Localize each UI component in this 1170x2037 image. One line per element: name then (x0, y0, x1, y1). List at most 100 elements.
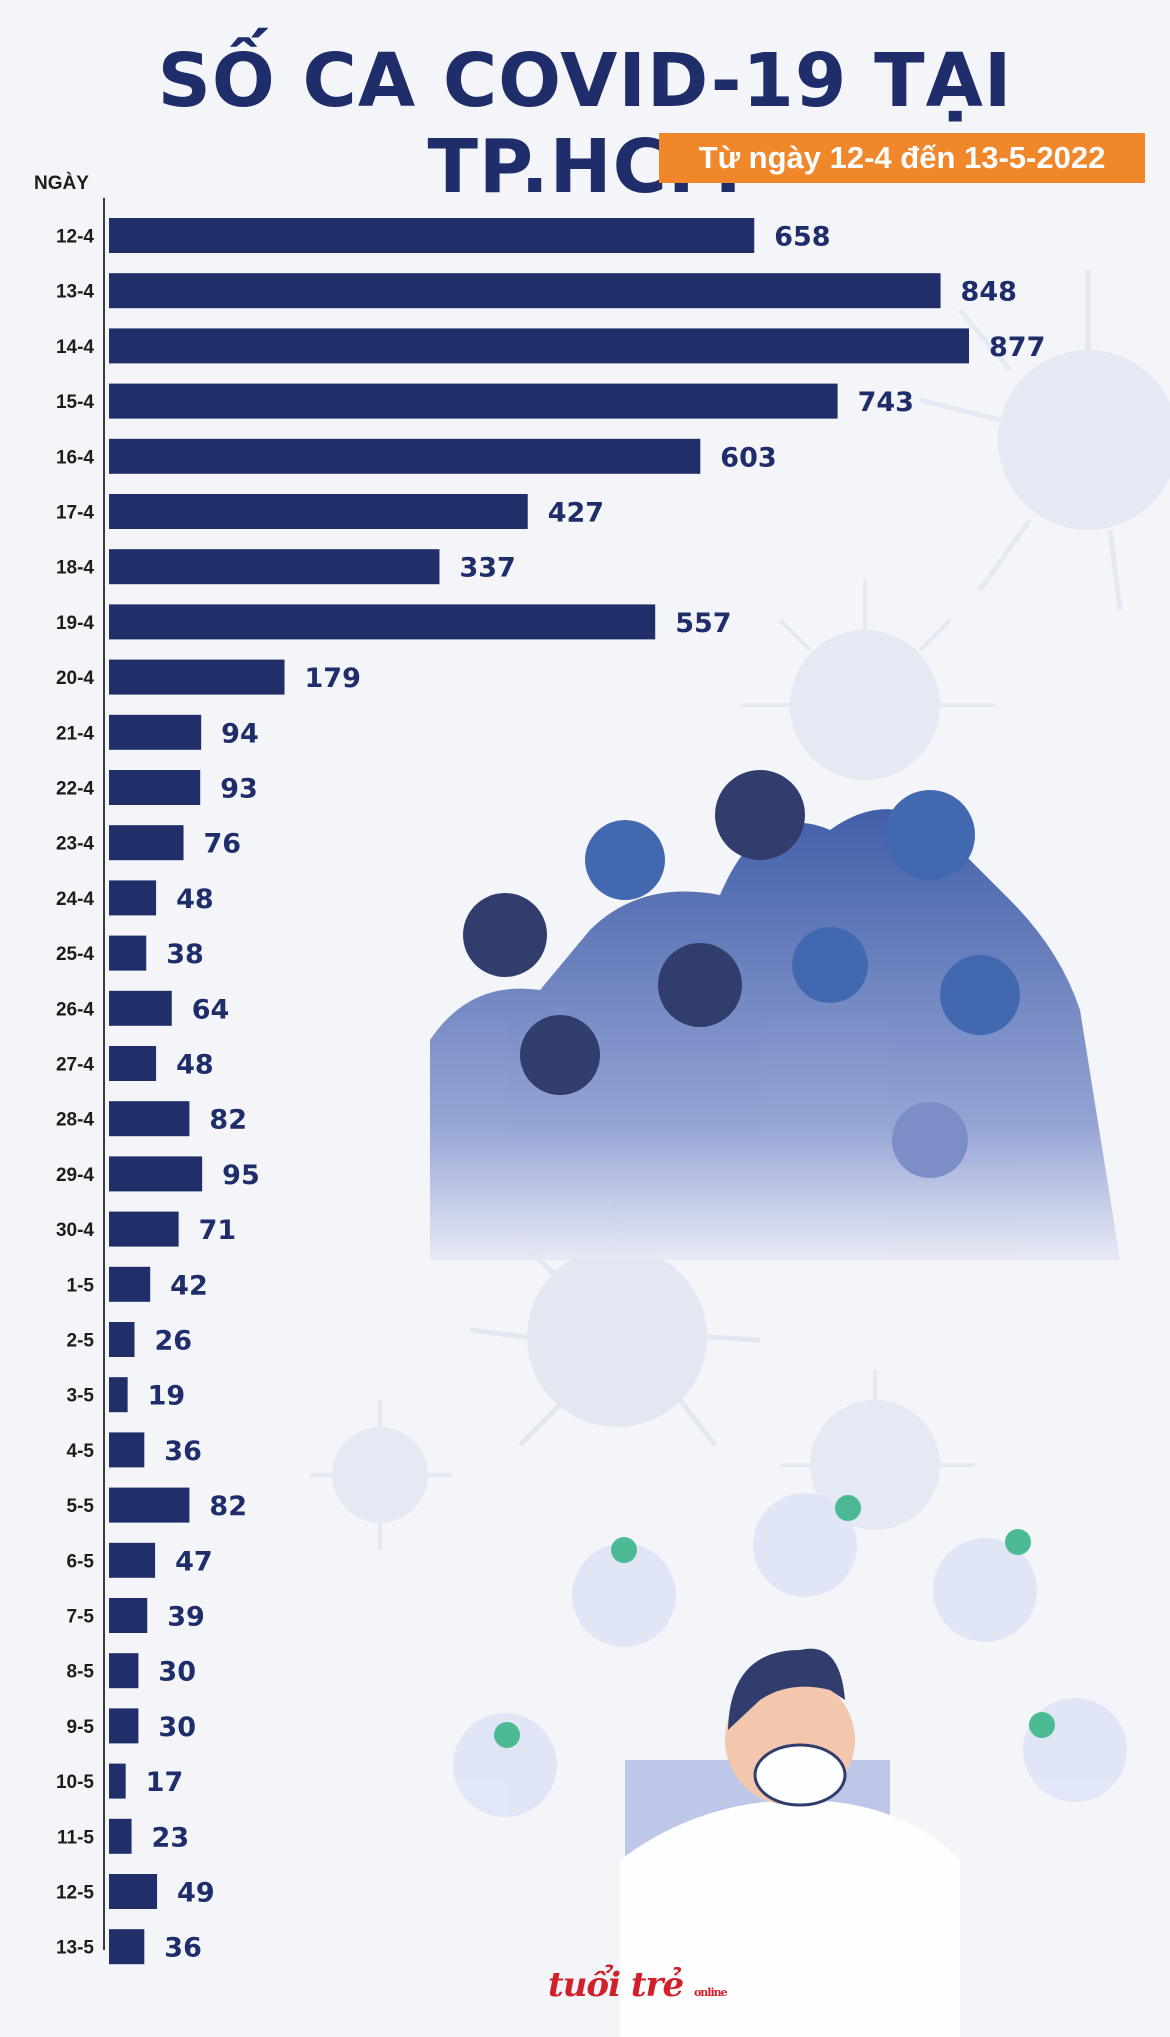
bar (109, 1322, 135, 1357)
logo-text: tuổi trẻ (548, 1965, 684, 2005)
bar (109, 1266, 151, 1302)
value-label: 848 (961, 277, 1017, 308)
bar (109, 1542, 156, 1578)
chart-title: SỐ CA COVID-19 TẠI TP.HCM (157, 38, 1013, 210)
bar (109, 1763, 126, 1799)
category-label: 23-4 (56, 834, 94, 855)
category-label: 12-5 (56, 1883, 94, 1904)
value-label: 19 (148, 1381, 186, 1412)
bar (109, 1818, 132, 1854)
bar (109, 714, 202, 750)
value-label: 95 (222, 1160, 260, 1191)
value-label: 36 (164, 1436, 202, 1467)
category-label: 8-5 (67, 1662, 95, 1683)
logo-subtext: online (693, 1986, 728, 1999)
bar (109, 1708, 139, 1744)
bar (109, 1598, 148, 1633)
virus-icon (740, 580, 995, 780)
value-label: 17 (146, 1767, 184, 1798)
value-label: 179 (305, 663, 361, 694)
category-label: 21-4 (56, 723, 94, 744)
value-label: 30 (158, 1712, 196, 1743)
category-label: 17-4 (56, 503, 94, 524)
doctor-illustration (453, 1493, 1127, 2037)
value-label: 26 (154, 1326, 192, 1357)
y-axis-line (103, 198, 105, 1950)
y-axis-label: NGÀY (34, 173, 89, 194)
value-label: 48 (176, 1050, 214, 1081)
value-label: 603 (720, 442, 776, 473)
bar (109, 825, 184, 861)
value-label: 82 (209, 1105, 247, 1136)
bar (109, 438, 701, 474)
virus-icon (919, 270, 1170, 611)
category-label: 24-4 (56, 889, 94, 910)
category-label: 16-4 (56, 447, 94, 468)
value-label: 877 (989, 332, 1045, 363)
category-label: 13-4 (56, 282, 94, 303)
bar (109, 1929, 145, 1965)
virus-icon (310, 1400, 452, 1550)
bar (109, 1046, 157, 1081)
category-label: 14-4 (56, 337, 94, 358)
crowd-illustration (430, 770, 1120, 1260)
category-label: 7-5 (67, 1607, 95, 1628)
value-label: 47 (175, 1546, 213, 1577)
category-label: 11-5 (57, 1827, 94, 1848)
value-label: 38 (166, 939, 204, 970)
category-label: 12-4 (56, 227, 94, 248)
bar (109, 328, 969, 364)
value-label: 64 (192, 994, 230, 1025)
category-label: 15-4 (56, 392, 94, 413)
bar (109, 1874, 158, 1909)
date-range-badge: Từ ngày 12-4 đến 13-5-2022 (659, 133, 1145, 183)
bar (109, 218, 755, 253)
category-label: 30-4 (56, 1220, 94, 1241)
value-label: 23 (152, 1822, 190, 1853)
category-label: 1-5 (67, 1275, 95, 1296)
category-label: 3-5 (67, 1386, 95, 1407)
bar (109, 1211, 179, 1247)
category-label: 22-4 (56, 779, 94, 800)
value-label: 557 (675, 608, 731, 639)
bar (109, 935, 147, 971)
bar (109, 1653, 139, 1689)
bar (109, 383, 838, 419)
category-label: 25-4 (56, 944, 94, 965)
bar (109, 1432, 145, 1468)
value-label: 42 (170, 1270, 208, 1301)
bar (109, 770, 201, 805)
value-label: 743 (858, 387, 914, 418)
category-label: 29-4 (56, 1165, 94, 1186)
bar (109, 1487, 190, 1523)
bar (109, 494, 528, 529)
bar (109, 990, 172, 1026)
value-label: 39 (167, 1602, 205, 1633)
bar (109, 549, 440, 585)
category-label: 19-4 (56, 613, 94, 634)
category-label: 13-5 (56, 1938, 94, 1959)
category-label: 5-5 (67, 1496, 95, 1517)
value-label: 30 (158, 1657, 196, 1688)
value-label: 427 (548, 498, 604, 529)
value-label: 36 (164, 1933, 202, 1964)
value-label: 82 (209, 1491, 247, 1522)
bar (109, 1156, 203, 1192)
category-label: 28-4 (56, 1110, 94, 1131)
bar (109, 1377, 128, 1413)
category-label: 2-5 (67, 1331, 95, 1352)
bar (109, 273, 941, 309)
category-label: 4-5 (67, 1441, 95, 1462)
category-label: 6-5 (67, 1551, 95, 1572)
bar (109, 1101, 190, 1137)
value-label: 48 (176, 884, 214, 915)
category-label: 27-4 (56, 1055, 94, 1076)
category-label: 10-5 (56, 1772, 94, 1793)
date-range-text: Từ ngày 12-4 đến 13-5-2022 (698, 140, 1106, 175)
virus-icon (469, 1200, 761, 1447)
value-label: 337 (459, 553, 515, 584)
value-label: 93 (220, 774, 258, 805)
bar (109, 659, 285, 695)
